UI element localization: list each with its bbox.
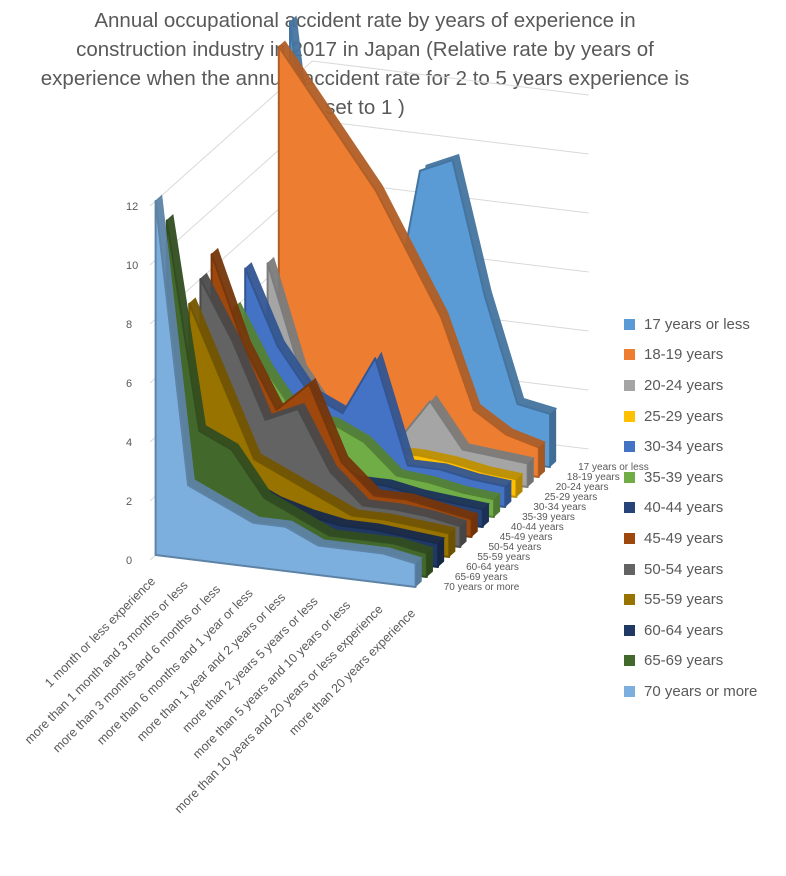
legend-item: 17 years or less bbox=[624, 309, 784, 340]
legend-item: 50-54 years bbox=[624, 554, 784, 585]
legend-item: 60-64 years bbox=[624, 615, 784, 646]
legend-label: 18-19 years bbox=[644, 346, 724, 364]
legend-label: 55-59 years bbox=[644, 591, 724, 609]
series-end-cap bbox=[449, 527, 456, 557]
legend-item: 30-34 years bbox=[624, 431, 784, 462]
series-end-cap bbox=[438, 537, 445, 567]
depth-label: 40-44 years bbox=[511, 522, 564, 533]
depth-label: 65-69 years bbox=[455, 572, 508, 583]
legend-item: 55-59 years bbox=[624, 584, 784, 615]
series-end-cap bbox=[550, 408, 557, 467]
depth-label: 50-54 years bbox=[489, 542, 542, 553]
legend-swatch bbox=[624, 532, 635, 544]
depth-label: 18-19 years bbox=[567, 472, 620, 483]
legend-label: 20-24 years bbox=[644, 376, 724, 394]
legend-label: 45-49 years bbox=[644, 529, 724, 547]
legend-label: 40-44 years bbox=[644, 499, 724, 517]
series-end-cap bbox=[494, 493, 501, 517]
gridline bbox=[149, 60, 589, 207]
legend-swatch bbox=[624, 379, 635, 391]
depth-label: 55-59 years bbox=[477, 552, 530, 563]
depth-label: 45-49 years bbox=[500, 532, 553, 543]
legend-swatch bbox=[624, 318, 635, 330]
legend-label: 17 years or less bbox=[644, 315, 750, 333]
y-tick-label: 2 bbox=[126, 496, 132, 508]
legend-swatch bbox=[624, 471, 635, 483]
legend-item: 25-29 years bbox=[624, 401, 784, 432]
legend-swatch bbox=[624, 349, 635, 361]
series-end-cap bbox=[516, 473, 523, 497]
legend-item: 70 years or more bbox=[624, 676, 784, 707]
series-end-cap bbox=[415, 557, 422, 587]
legend-label: 25-29 years bbox=[644, 407, 724, 425]
legend-swatch bbox=[624, 502, 635, 514]
y-tick-label: 0 bbox=[126, 555, 132, 567]
legend-item: 65-69 years bbox=[624, 646, 784, 677]
series-end-cap bbox=[426, 547, 433, 577]
legend-label: 70 years or more bbox=[644, 682, 758, 700]
legend-label: 35-39 years bbox=[644, 468, 724, 486]
legend-swatch bbox=[624, 563, 635, 575]
y-tick-label: 10 bbox=[126, 260, 138, 272]
depth-label: 35-39 years bbox=[522, 512, 575, 523]
legend-swatch bbox=[624, 441, 635, 453]
series-end-cap bbox=[505, 480, 512, 507]
legend-label: 30-34 years bbox=[644, 438, 724, 456]
legend-swatch bbox=[624, 655, 635, 667]
depth-label: 25-29 years bbox=[545, 492, 598, 503]
y-tick-label: 6 bbox=[126, 378, 132, 390]
series-end-cap bbox=[482, 503, 489, 527]
legend: 17 years or less 18-19 years 20-24 years 25… bbox=[624, 309, 784, 707]
depth-label: 30-34 years bbox=[533, 502, 586, 513]
series-end-cap bbox=[460, 520, 467, 547]
y-tick-label: 12 bbox=[126, 201, 138, 213]
y-tick-label: 8 bbox=[126, 319, 132, 331]
legend-swatch bbox=[624, 685, 635, 697]
legend-item: 45-49 years bbox=[624, 523, 784, 554]
series-end-cap bbox=[527, 457, 534, 487]
legend-swatch bbox=[624, 594, 635, 606]
legend-swatch bbox=[624, 410, 635, 422]
series-end-cap bbox=[538, 442, 545, 477]
depth-label: 20-24 years bbox=[556, 482, 609, 493]
chart-title: Annual occupational accident rate by yea… bbox=[40, 9, 690, 119]
depth-label: 17 years or less bbox=[578, 462, 649, 473]
depth-label: 60-64 years bbox=[466, 562, 519, 573]
y-tick-label: 4 bbox=[126, 437, 132, 449]
legend-swatch bbox=[624, 624, 635, 636]
legend-label: 65-69 years bbox=[644, 652, 724, 670]
depth-label: 70 years or more bbox=[444, 582, 520, 593]
legend-item: 35-39 years bbox=[624, 462, 784, 493]
category-label: more than 3 months and 6 months or less bbox=[50, 582, 223, 755]
legend-item: 18-19 years bbox=[624, 340, 784, 371]
legend-label: 60-64 years bbox=[644, 621, 724, 639]
legend-item: 20-24 years bbox=[624, 370, 784, 401]
series-end-cap bbox=[471, 513, 478, 537]
series-group bbox=[154, 15, 558, 588]
legend-item: 40-44 years bbox=[624, 493, 784, 524]
legend-label: 50-54 years bbox=[644, 560, 724, 578]
